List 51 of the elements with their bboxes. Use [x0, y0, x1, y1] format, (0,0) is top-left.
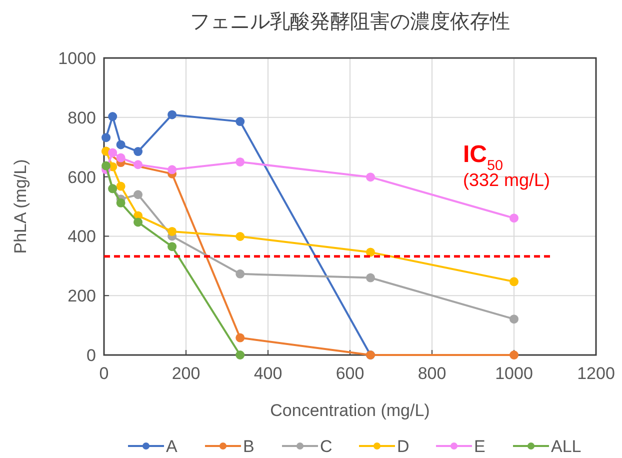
point [108, 148, 118, 158]
y-tick-label: 400 [68, 227, 96, 246]
y-tick-label: 600 [68, 168, 96, 187]
legend-label: C [320, 437, 332, 456]
point [236, 117, 245, 126]
point [366, 273, 375, 282]
point [510, 314, 518, 324]
point [366, 248, 375, 257]
x-tick-label: 200 [172, 364, 200, 383]
point [510, 214, 518, 223]
point [134, 218, 143, 227]
point [168, 226, 177, 236]
point [510, 350, 518, 360]
legend-label: D [397, 437, 410, 456]
x-tick-label: 800 [418, 364, 446, 383]
legend-label: ALL [551, 437, 582, 456]
y-axis-title: PhLA (mg/L) [11, 159, 30, 254]
ref-line-label: IC$_{50}$ (332 mg/L) [463, 141, 550, 190]
point [236, 350, 245, 360]
y-tick-label: 200 [68, 286, 96, 306]
y-tick-label: 0 [86, 346, 96, 365]
x-axis-title: Concentration (mg/L) [270, 401, 430, 420]
point [108, 112, 118, 122]
point [116, 198, 126, 208]
x-tick-label: 1000 [495, 364, 533, 383]
point [236, 157, 245, 166]
point [134, 160, 143, 170]
point [116, 153, 126, 162]
point [236, 232, 245, 241]
point [366, 172, 375, 182]
x-tick-label: 600 [336, 364, 364, 383]
legend-label: B [243, 437, 254, 456]
point [168, 242, 177, 252]
x-tick-label: 400 [254, 364, 282, 383]
x-tick-label: 1200 [577, 364, 615, 383]
point [168, 110, 177, 120]
point [236, 269, 245, 278]
point [134, 190, 143, 200]
legend-label: A [166, 437, 178, 456]
y-tick-label: 1000 [58, 49, 96, 68]
x-tick-label: 0 [99, 364, 109, 383]
legend-label: E [474, 437, 486, 456]
point [134, 147, 143, 156]
point [168, 165, 177, 174]
point [116, 182, 126, 191]
point [510, 277, 518, 286]
chart-title: フェニル乳酸発酵阻害の濃度依存性 [190, 10, 510, 33]
point [102, 133, 111, 142]
point [116, 140, 126, 150]
y-tick-label: 800 [68, 108, 96, 128]
point [236, 333, 245, 342]
